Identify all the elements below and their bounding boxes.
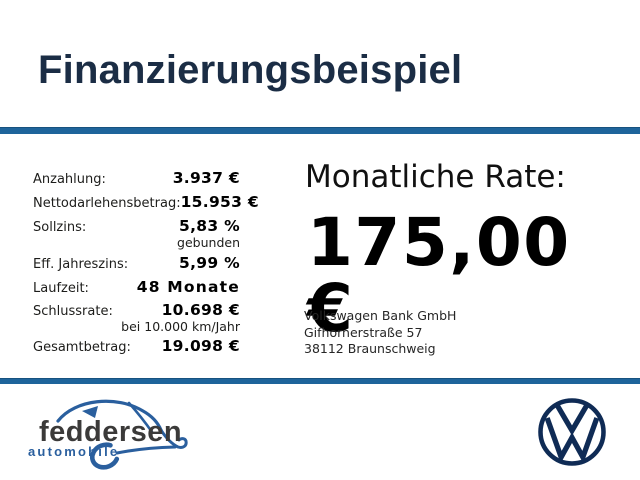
finance-row-nettodarlehensbetrag: Nettodarlehensbetrag: 15.953 € bbox=[33, 193, 259, 211]
finance-row-laufzeit: Laufzeit: 48 Monate bbox=[33, 278, 240, 296]
finance-row-label: Gesamtbetrag: bbox=[33, 340, 131, 355]
dealer-subtitle: automobile bbox=[28, 444, 119, 459]
finance-row-label: Sollzins: bbox=[33, 220, 87, 235]
top-divider bbox=[0, 127, 640, 134]
finance-row-label: Anzahlung: bbox=[33, 172, 106, 187]
finance-row-label: Laufzeit: bbox=[33, 281, 89, 296]
finance-row-value: 48 Monate bbox=[136, 278, 240, 296]
finance-row-label: Eff. Jahreszins: bbox=[33, 257, 129, 272]
dealer-logo: feddersen automobile bbox=[28, 399, 188, 470]
monthly-rate-heading: Monatliche Rate: bbox=[305, 159, 566, 195]
finance-row-value: 15.953 € bbox=[180, 193, 259, 211]
finance-row-label: Nettodarlehensbetrag: bbox=[33, 196, 181, 211]
finance-row-note: bei 10.000 km/Jahr bbox=[121, 319, 240, 334]
finance-row-note: gebunden bbox=[177, 235, 240, 250]
bank-address: Volkswagen Bank GmbH Gifhornerstraße 57 … bbox=[304, 308, 456, 358]
finance-row-value: 19.098 € bbox=[161, 337, 240, 355]
finance-row-value: 5,99 % bbox=[179, 254, 240, 272]
bank-name: Volkswagen Bank GmbH bbox=[304, 308, 457, 323]
finance-row-gesamtbetrag: Gesamtbetrag: 19.098 € bbox=[33, 337, 240, 355]
bank-city: 38112 Braunschweig bbox=[304, 341, 436, 356]
dealer-name: feddersen bbox=[39, 416, 182, 448]
finance-table: Anzahlung: 3.937 € Nettodarlehensbetrag:… bbox=[33, 169, 259, 355]
page-title: Finanzierungsbeispiel bbox=[38, 48, 463, 92]
finance-row-jahreszins: Eff. Jahreszins: 5,99 % bbox=[33, 254, 240, 272]
bank-street: Gifhornerstraße 57 bbox=[304, 324, 423, 340]
finance-row-schlussrate: Schlussrate: 10.698 € bbox=[33, 301, 240, 319]
car-sketch-icon bbox=[56, 399, 188, 470]
finance-row-sollzins: Sollzins: 5,83 % bbox=[33, 217, 240, 235]
finance-row-value: 10.698 € bbox=[161, 301, 240, 319]
finance-row-label: Schlussrate: bbox=[33, 304, 113, 319]
finance-row-value: 5,83 % bbox=[179, 217, 240, 235]
finance-row-anzahlung: Anzahlung: 3.937 € bbox=[33, 169, 240, 187]
bottom-divider bbox=[0, 378, 640, 384]
finance-row-value: 3.937 € bbox=[172, 169, 240, 187]
monthly-rate-value: 175,00 € bbox=[307, 204, 571, 347]
vw-logo-icon bbox=[538, 398, 606, 466]
